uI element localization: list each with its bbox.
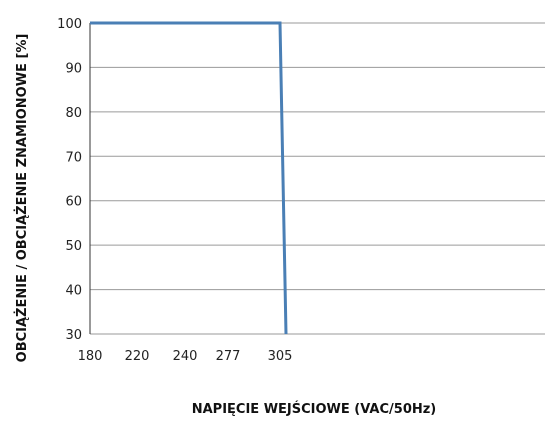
y-tick-labels: 100 90 80 70 60 50 40 30: [57, 17, 82, 343]
x-tick-label: 240: [173, 349, 198, 364]
x-tick-label: 180: [78, 349, 103, 364]
series: [90, 21, 288, 335]
y-tick-label: 70: [65, 150, 82, 165]
y-tick-label: 100: [57, 17, 82, 32]
y-tick-label: 40: [65, 284, 82, 299]
grid: [89, 22, 545, 335]
x-tick-labels: 180 220 240 277 305: [78, 349, 293, 364]
x-tick-label: 277: [216, 349, 241, 364]
series-line-0: [90, 21, 288, 335]
y-axis-title: OBCIĄŻENIE / OBCIĄŻENIE ZNAMIONOWE [%]: [14, 34, 30, 363]
y-tick-label: 30: [65, 328, 82, 343]
x-axis-title: NAPIĘCIE WEJŚCIOWE (VAC/50Hz): [192, 401, 437, 417]
x-tick-label: 305: [268, 349, 293, 364]
y-tick-label: 90: [65, 61, 82, 76]
y-tick-label: 50: [65, 239, 82, 254]
x-tick-label: 220: [125, 349, 150, 364]
y-tick-label: 80: [65, 106, 82, 121]
y-tick-label: 60: [65, 195, 82, 210]
